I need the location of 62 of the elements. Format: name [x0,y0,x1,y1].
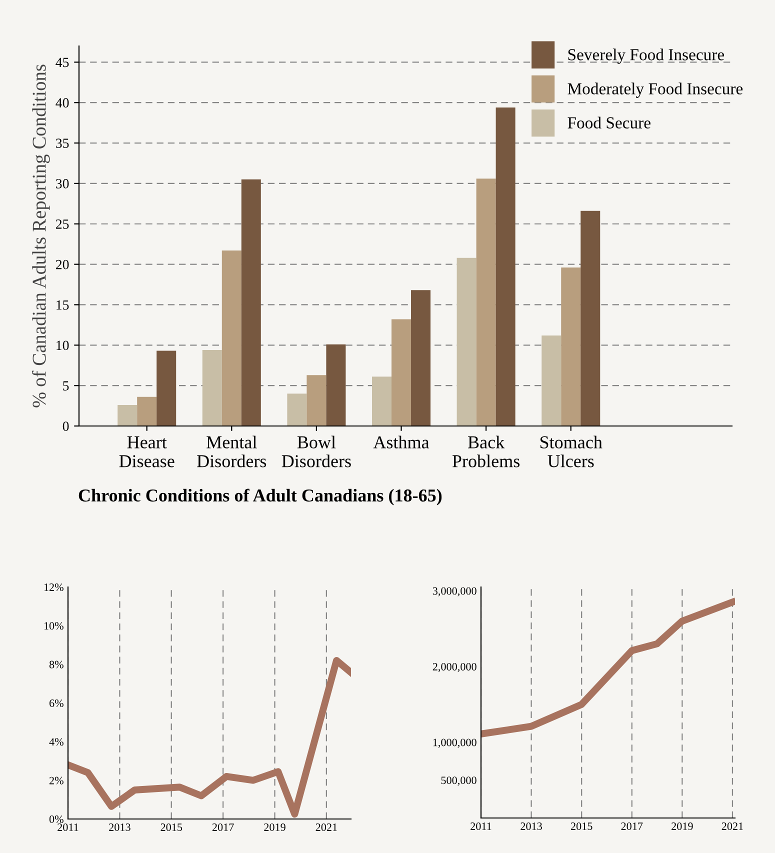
y-tick-label: 45 [56,58,69,68]
y-tick-label: 10% [44,622,64,630]
y-tick-label: 15 [56,300,69,310]
y-tick-label: 10 [56,340,69,350]
y-tick-label: 12% [44,583,64,591]
x-tick-label: Back Problems [452,436,520,468]
bar [241,179,261,426]
y-tick-label: 1,000,000 [433,738,476,748]
bar [326,344,346,426]
bar [392,319,412,426]
bar [580,210,600,426]
text: Chronic Conditions of Adult Canadians (18-65) [78,488,442,506]
y-tick-label: 0% [49,815,64,823]
bar [137,396,157,426]
x-tick-label: 2017 [212,823,234,831]
x-tick-label: 2011 [58,823,78,831]
x-tick-label: 2015 [570,822,592,830]
x-tick-label: Bowl Disorders [282,436,351,468]
bar [456,258,476,426]
y-tick-label: 3,000,000 [432,587,476,596]
bar [287,394,307,426]
legend-label: Moderately Food Insecure [568,82,743,98]
legend-label: Food Secure [568,116,650,128]
bar [561,268,581,426]
y-tick-label: 8% [49,660,64,668]
bar [372,376,392,426]
bar [411,290,431,426]
bar [222,250,242,426]
y-tick-label: 2,000,000 [432,662,476,672]
y-tick-label: 5 [63,381,69,391]
bar [306,375,326,426]
y-tick-label: 25 [56,219,69,229]
x-tick-label: Heart Disease [119,436,174,468]
y-tick-label: 2% [50,776,64,784]
x-tick-label: 2019 [672,822,693,830]
y-tick-label: 40 [56,98,69,108]
x-tick-label: 2017 [621,822,643,830]
x-tick-label: 2013 [520,822,542,830]
y-tick-label: 4% [49,738,64,746]
x-tick-label: Asthma [373,436,430,448]
y-tick-label: 20 [56,260,69,270]
bar [156,350,176,426]
x-tick-label: 2013 [109,823,130,831]
bar [496,107,516,426]
y-tick-label: 500,000 [441,776,476,786]
y-tick-label: 30 [56,179,69,188]
x-tick-label: Mental Disorders [197,436,266,468]
bar [476,178,496,426]
bar [202,350,222,426]
bar [118,404,138,426]
y-axis-title: % of Canadian Adults Reporting Conditions [32,64,50,408]
x-tick-label: 2019 [264,823,286,831]
x-tick-label: 2021 [316,823,337,831]
x-tick-label: Stomach Ulcers [540,436,602,468]
y-tick-label: 6% [50,699,64,707]
x-tick-label: 2015 [160,823,182,831]
x-tick-label: 2021 [722,822,743,830]
y-tick-label: 35 [56,138,69,148]
legend-label: Severely Food Insecure [568,48,724,64]
y-tick-label: 0 [62,422,69,431]
bar [542,335,562,426]
x-tick-label: 2011 [470,822,492,830]
